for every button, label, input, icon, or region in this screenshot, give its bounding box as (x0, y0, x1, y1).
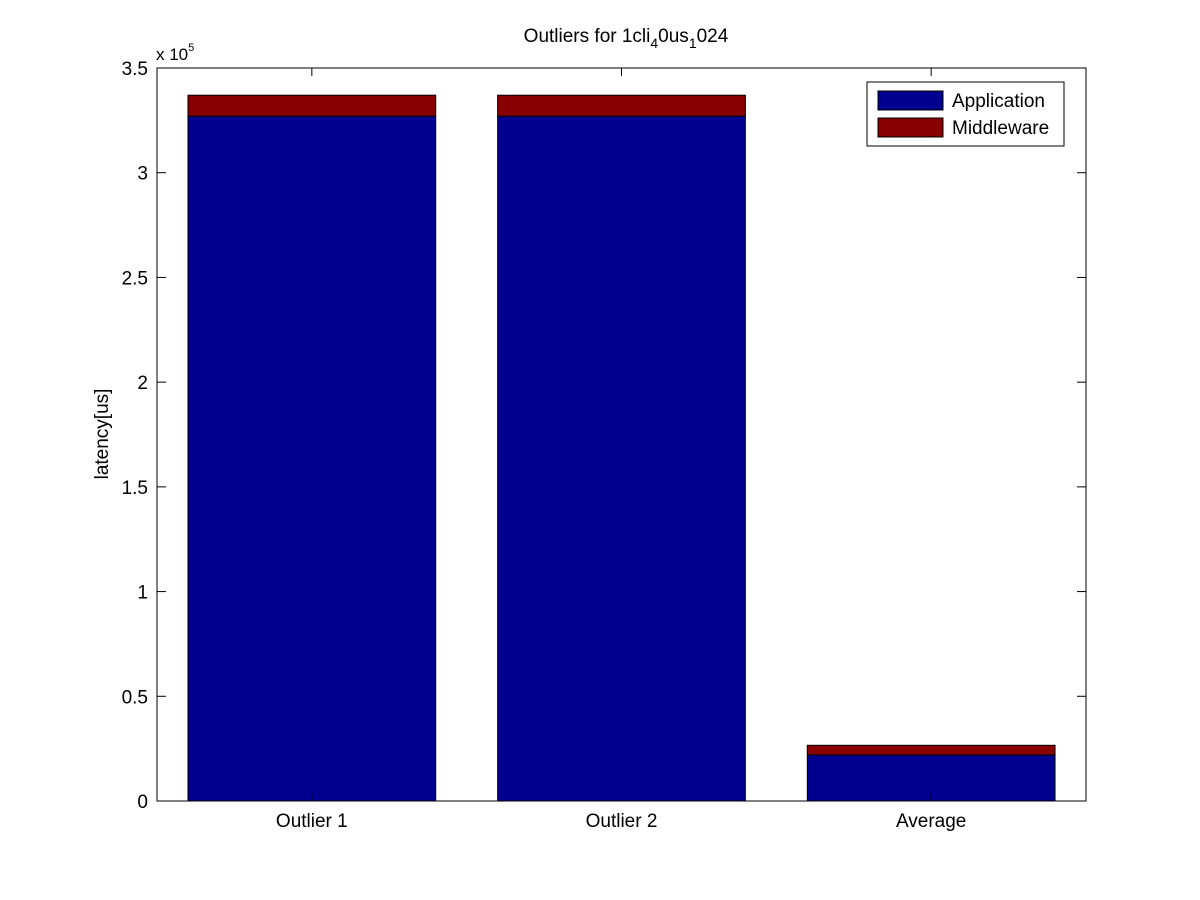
title-segment: 024 (697, 26, 729, 47)
title-segment: Outliers for 1cli (524, 26, 651, 47)
y-tick-label: 1 (137, 583, 148, 604)
bar-application-1 (187, 115, 437, 802)
x-tick-label: Outlier 2 (586, 811, 658, 832)
chart-title: Outliers for 1cli40us1024 (524, 26, 729, 51)
bar-middleware-3 (806, 744, 1056, 756)
axes-box (156, 67, 1087, 802)
x-tick-label: Outlier 1 (276, 811, 348, 832)
y-tick-label: 3 (137, 164, 148, 185)
legend-swatch-middleware (877, 117, 944, 138)
y-tick-label: 2.5 (122, 268, 148, 289)
y-tick-label: 1.5 (122, 478, 148, 499)
legend: Application Middleware (866, 81, 1065, 147)
bar-middleware-2 (497, 94, 746, 117)
x-tick-label: Average (896, 811, 966, 832)
legend-label-middleware: Middleware (952, 118, 1049, 139)
bar-application-2 (497, 115, 746, 802)
y-tick-label: 0.5 (122, 687, 148, 708)
legend-label-application: Application (952, 91, 1045, 112)
title-segment: 4 (650, 35, 658, 51)
bar-middleware-1 (187, 94, 437, 117)
y-tick-label: 3.5 (122, 59, 148, 80)
title-segment: 0us (658, 26, 689, 47)
plot-area: Outlier 1 Outlier 2 Average 0 0.5 1 1.5 2 2.5 3 3.… (122, 59, 1087, 832)
y-axis-label: latency[us] (92, 389, 113, 480)
y-tick-label: 2 (137, 373, 148, 394)
y-axis-exponent-label: x 105 (156, 42, 194, 64)
y-tick-label: 0 (137, 792, 148, 813)
title-segment: 1 (689, 35, 697, 51)
legend-swatch-application (877, 90, 944, 111)
